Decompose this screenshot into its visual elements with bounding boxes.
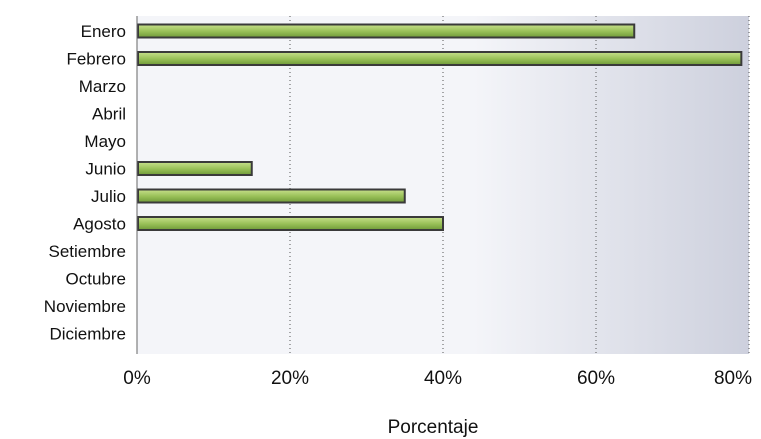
- category-label: Enero: [81, 22, 126, 41]
- x-tick-labels: 0% 20% 40% 60% 80%: [123, 368, 752, 389]
- x-tick-label: 80%: [714, 368, 752, 389]
- gridlines: [289, 16, 750, 354]
- x-tick-label: 0%: [123, 368, 151, 389]
- category-label: Noviembre: [44, 297, 126, 316]
- bar-julio: [137, 188, 406, 204]
- category-label: Diciembre: [49, 325, 126, 344]
- x-tick-label: 40%: [424, 368, 462, 389]
- x-axis-title: Porcentaje: [388, 417, 479, 438]
- bar-agosto: [137, 216, 444, 231]
- bars: [137, 23, 743, 231]
- category-label: Octubre: [66, 270, 126, 289]
- bar-febrero: [137, 51, 743, 66]
- category-label: Febrero: [66, 50, 126, 69]
- category-label: Agosto: [73, 215, 126, 234]
- category-label: Setiembre: [49, 242, 126, 261]
- category-label: Julio: [91, 187, 126, 206]
- bar-enero: [137, 23, 636, 39]
- x-tick-label: 20%: [271, 368, 309, 389]
- bar-junio: [137, 161, 253, 176]
- category-label: Mayo: [84, 132, 126, 151]
- category-label: Junio: [85, 160, 126, 179]
- x-tick-label: 60%: [577, 368, 615, 389]
- category-label: Marzo: [79, 77, 126, 96]
- category-label: Abril: [92, 105, 126, 124]
- category-labels: Enero Febrero Marzo Abril Mayo Junio Julio Agos…: [44, 22, 126, 344]
